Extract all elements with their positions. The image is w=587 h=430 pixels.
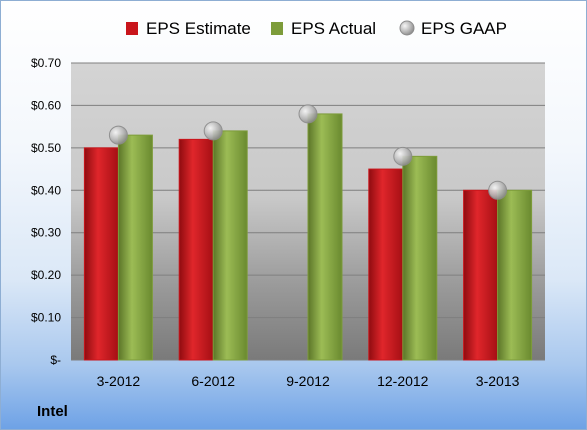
legend-label: EPS Actual	[291, 19, 376, 38]
y-tick-label: $0.20	[31, 268, 61, 282]
bar-eps-actual	[117, 134, 153, 361]
legend-swatch	[399, 20, 415, 36]
x-tick-label: 6-2012	[191, 373, 235, 389]
bar-eps-estimate	[463, 189, 499, 361]
x-tick-label: 12-2012	[377, 373, 429, 389]
legend-label: EPS Estimate	[146, 19, 251, 38]
marker-eps-gaap	[108, 125, 128, 145]
bar-eps-estimate	[368, 168, 404, 361]
marker-eps-gaap	[488, 180, 508, 200]
x-tick-label: 3-2013	[476, 373, 520, 389]
marker-eps-gaap	[298, 104, 318, 124]
y-tick-label: $0.30	[31, 226, 61, 240]
legend: EPS Estimate EPS Actual EPS GAAP	[126, 19, 507, 38]
bar-eps-estimate	[178, 138, 214, 361]
legend-label: EPS GAAP	[421, 19, 507, 38]
company-label: Intel	[37, 403, 68, 420]
y-axis-ticks: $- $0.10 $0.20 $0.30 $0.40 $0.50 $0.60 $0.70	[31, 56, 61, 367]
bar-eps-actual	[497, 189, 533, 361]
legend-swatch	[126, 22, 138, 35]
y-tick-label: $0.70	[31, 56, 61, 70]
x-tick-label: 9-2012	[286, 373, 330, 389]
x-axis-ticks: 3-2012 6-2012 9-2012 12-2012 3-2013	[97, 373, 520, 389]
marker-eps-gaap	[203, 121, 223, 141]
y-tick-label: $-	[50, 353, 61, 367]
bar-eps-actual	[402, 155, 438, 361]
bars	[83, 113, 533, 361]
marker-eps-gaap	[393, 146, 413, 166]
x-tick-label: 3-2012	[97, 373, 141, 389]
gaap-markers	[108, 104, 508, 200]
bar-eps-actual	[307, 113, 343, 361]
bar-eps-estimate	[83, 147, 119, 361]
legend-swatch	[271, 22, 283, 35]
bar-eps-actual	[212, 130, 248, 361]
y-tick-label: $0.10	[31, 311, 61, 325]
y-tick-label: $0.40	[31, 183, 61, 197]
y-tick-label: $0.50	[31, 141, 61, 155]
y-tick-label: $0.60	[31, 98, 61, 112]
